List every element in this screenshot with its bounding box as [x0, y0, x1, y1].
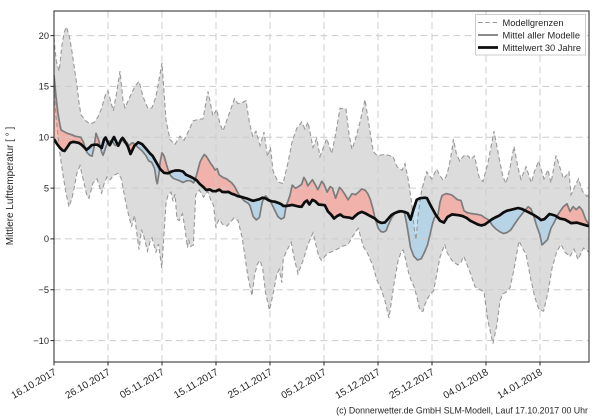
svg-text:−5: −5	[38, 285, 49, 295]
svg-text:(c) Donnerwetter.de GmbH SLM-M: (c) Donnerwetter.de GmbH SLM-Modell, Lau…	[336, 406, 588, 416]
svg-text:Mittlere Lufttemperatur [ ° ]: Mittlere Lufttemperatur [ ° ]	[5, 127, 16, 246]
svg-text:5: 5	[44, 183, 49, 193]
svg-text:20: 20	[39, 31, 49, 41]
svg-text:15: 15	[39, 82, 49, 92]
svg-text:10: 10	[39, 133, 49, 143]
svg-text:Mittel aller Modelle: Mittel aller Modelle	[503, 31, 581, 41]
svg-text:Mittelwert 30 Jahre: Mittelwert 30 Jahre	[503, 43, 582, 53]
svg-text:−10: −10	[33, 336, 49, 346]
svg-text:0: 0	[44, 234, 49, 244]
svg-text:Modellgrenzen: Modellgrenzen	[503, 18, 564, 28]
